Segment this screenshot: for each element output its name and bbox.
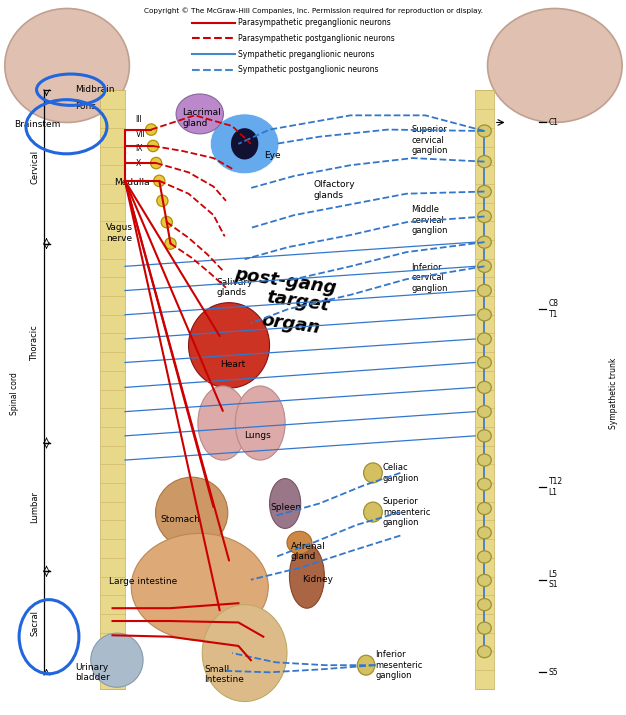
Ellipse shape <box>270 478 300 528</box>
Text: Parasympathetic postganglionic neurons: Parasympathetic postganglionic neurons <box>239 34 395 43</box>
Ellipse shape <box>478 527 491 539</box>
Text: Stomach: Stomach <box>160 515 200 523</box>
Ellipse shape <box>287 531 312 554</box>
Text: Spinal cord: Spinal cord <box>9 372 19 415</box>
Bar <box>100 90 125 689</box>
Ellipse shape <box>488 9 622 122</box>
Text: Salivary
glands: Salivary glands <box>217 278 253 297</box>
Ellipse shape <box>5 9 130 122</box>
Ellipse shape <box>161 217 172 228</box>
Text: Cervical: Cervical <box>30 150 39 184</box>
Ellipse shape <box>156 195 168 207</box>
Ellipse shape <box>478 125 491 137</box>
Ellipse shape <box>151 157 162 169</box>
Ellipse shape <box>478 503 491 515</box>
Text: IX: IX <box>136 144 143 153</box>
Text: X: X <box>136 159 141 167</box>
Ellipse shape <box>478 285 491 297</box>
Text: Urinary
bladder: Urinary bladder <box>75 663 110 682</box>
Ellipse shape <box>478 454 491 466</box>
Ellipse shape <box>478 622 491 634</box>
Ellipse shape <box>478 156 491 168</box>
Ellipse shape <box>478 210 491 222</box>
Ellipse shape <box>235 386 285 460</box>
Text: T12
L1: T12 L1 <box>548 478 563 497</box>
Text: L5
S1: L5 S1 <box>548 570 558 589</box>
Text: Medulla: Medulla <box>114 178 150 187</box>
Ellipse shape <box>131 533 269 640</box>
Ellipse shape <box>198 386 248 460</box>
Text: Sympathetic postganglionic neurons: Sympathetic postganglionic neurons <box>239 65 379 74</box>
Text: Copyright © The McGraw-Hill Companies, Inc. Permission required for reproduction: Copyright © The McGraw-Hill Companies, I… <box>143 7 483 14</box>
Text: Pons: Pons <box>75 102 96 111</box>
Ellipse shape <box>478 598 491 611</box>
Ellipse shape <box>478 260 491 272</box>
Text: Sympathetic trunk: Sympathetic trunk <box>609 358 618 429</box>
Ellipse shape <box>478 551 491 563</box>
Ellipse shape <box>188 302 270 388</box>
Ellipse shape <box>478 646 491 658</box>
Text: III: III <box>136 115 142 124</box>
Ellipse shape <box>91 633 143 687</box>
Text: C8
T1: C8 T1 <box>548 300 558 319</box>
Text: C1: C1 <box>548 118 558 127</box>
Text: Lungs: Lungs <box>245 431 271 440</box>
Text: Middle
cervical
ganglion: Middle cervical ganglion <box>411 205 448 235</box>
Ellipse shape <box>478 236 491 248</box>
Ellipse shape <box>289 544 324 608</box>
Text: Spleen: Spleen <box>271 503 302 511</box>
Ellipse shape <box>202 605 287 701</box>
Ellipse shape <box>478 478 491 490</box>
Text: Inferior
mesenteric
ganglion: Inferior mesenteric ganglion <box>376 650 423 680</box>
Text: target: target <box>265 289 330 315</box>
Ellipse shape <box>148 140 158 152</box>
Text: organ: organ <box>261 311 322 337</box>
Ellipse shape <box>478 309 491 321</box>
Text: Olfactory
glands: Olfactory glands <box>313 180 355 199</box>
Ellipse shape <box>210 114 279 174</box>
Text: Sympathetic preganglionic neurons: Sympathetic preganglionic neurons <box>239 49 375 59</box>
Ellipse shape <box>364 463 382 483</box>
Ellipse shape <box>155 477 228 548</box>
Ellipse shape <box>478 357 491 368</box>
Ellipse shape <box>478 333 491 345</box>
Text: Adrenal
gland: Adrenal gland <box>290 541 326 561</box>
Text: Heart: Heart <box>220 360 245 369</box>
Text: Superior
mesenteric
ganglion: Superior mesenteric ganglion <box>383 497 430 527</box>
Text: Midbrain: Midbrain <box>75 85 115 94</box>
Text: Lacrimal
gland: Lacrimal gland <box>182 109 221 128</box>
Text: VII: VII <box>136 130 145 139</box>
Ellipse shape <box>364 502 382 522</box>
Text: Vagus
nerve: Vagus nerve <box>106 223 133 242</box>
Ellipse shape <box>146 124 156 135</box>
Text: post-gang: post-gang <box>233 265 337 297</box>
Text: Small
Intestine: Small Intestine <box>204 665 244 684</box>
Ellipse shape <box>176 94 223 134</box>
Text: Celiac
ganglion: Celiac ganglion <box>383 463 419 483</box>
Text: Parasympathetic preganglionic neurons: Parasympathetic preganglionic neurons <box>239 19 391 27</box>
Ellipse shape <box>165 238 176 250</box>
Text: Brainstem: Brainstem <box>14 120 61 129</box>
Text: Inferior
cervical
ganglion: Inferior cervical ganglion <box>411 263 448 292</box>
Ellipse shape <box>478 430 491 442</box>
Ellipse shape <box>357 655 375 675</box>
Ellipse shape <box>478 574 491 586</box>
Text: Lumbar: Lumbar <box>30 491 39 523</box>
Text: S5: S5 <box>548 668 558 677</box>
Ellipse shape <box>153 175 165 187</box>
Text: Sacral: Sacral <box>30 610 39 636</box>
Text: Kidney: Kidney <box>302 575 333 584</box>
Text: Superior
cervical
ganglion: Superior cervical ganglion <box>411 125 448 155</box>
Bar <box>475 90 494 689</box>
Ellipse shape <box>231 128 259 159</box>
Ellipse shape <box>478 381 491 393</box>
Ellipse shape <box>478 405 491 418</box>
Text: Thoracic: Thoracic <box>30 325 39 361</box>
Text: Eye: Eye <box>265 151 281 159</box>
Ellipse shape <box>478 185 491 197</box>
Text: Large intestine: Large intestine <box>110 577 178 586</box>
